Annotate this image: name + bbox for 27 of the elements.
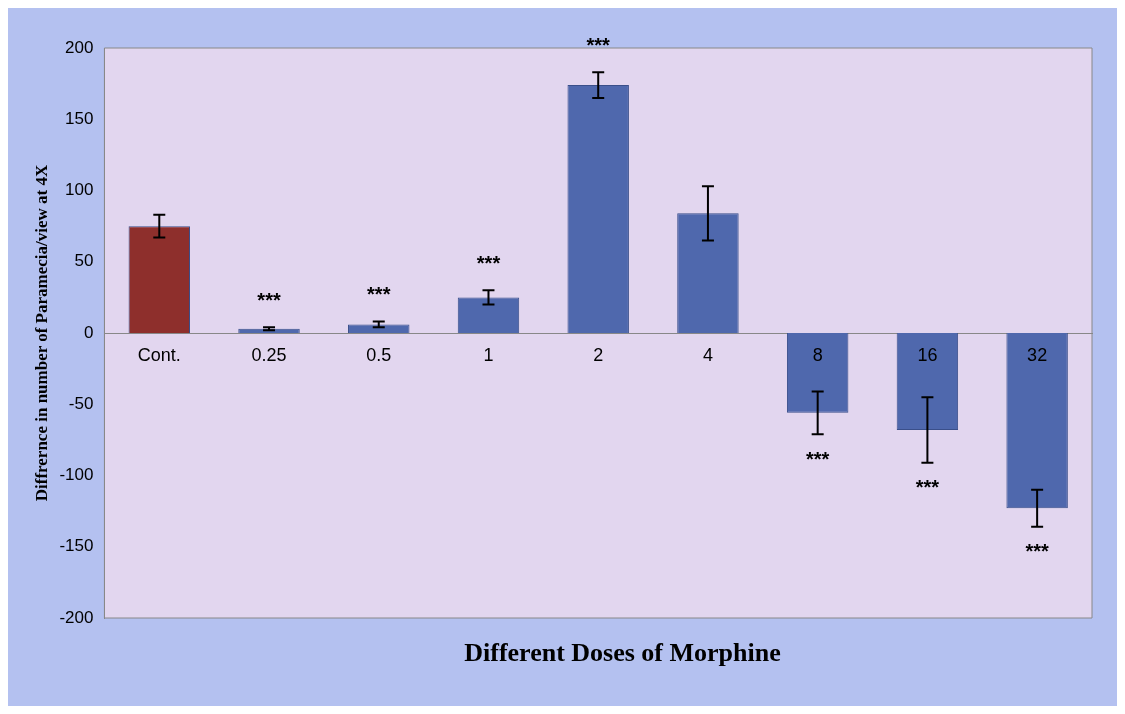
annotation: *** — [1025, 540, 1050, 563]
x-tick-label: 16 — [917, 344, 938, 365]
x-tick-label: 1 — [483, 344, 494, 365]
y-tick-label: 200 — [65, 37, 94, 57]
y-tick-label: 150 — [65, 108, 94, 128]
x-tick-label: 2 — [593, 344, 604, 365]
x-tick-label: 32 — [1027, 344, 1048, 365]
x-tick-label: Cont. — [137, 344, 181, 365]
annotation: *** — [367, 283, 391, 306]
y-tick-label: -100 — [59, 465, 94, 485]
x-tick-label: 4 — [702, 344, 713, 365]
y-axis-title: Diffrernce in number of Paramecia/view at 4X — [31, 164, 51, 502]
annotation: *** — [805, 447, 830, 470]
y-tick-label: -150 — [59, 536, 94, 556]
x-tick-label: 0.5 — [366, 344, 392, 365]
x-tick-label: 8 — [812, 344, 823, 365]
y-tick-label: 100 — [65, 180, 94, 200]
y-tick-label: 50 — [74, 251, 94, 271]
y-tick-label: -200 — [59, 607, 94, 627]
annotation: *** — [476, 251, 501, 274]
annotation: *** — [586, 33, 611, 56]
annotation: *** — [915, 476, 940, 499]
x-axis-title: Different Doses of Morphine — [463, 638, 782, 668]
y-tick-label: -50 — [68, 393, 94, 413]
x-tick-label: 0.25 — [251, 344, 287, 365]
y-tick-label: 0 — [83, 322, 94, 342]
annotation: *** — [257, 288, 281, 311]
